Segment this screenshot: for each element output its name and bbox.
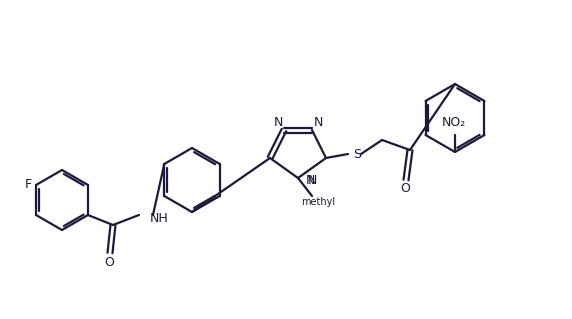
Text: N: N — [305, 174, 315, 188]
Text: F: F — [25, 179, 31, 191]
Text: O: O — [104, 256, 114, 269]
Text: NH: NH — [150, 211, 169, 225]
Text: methyl: methyl — [301, 197, 335, 207]
Text: O: O — [400, 182, 410, 196]
Text: S: S — [353, 147, 361, 160]
Text: N: N — [307, 174, 317, 187]
Text: NO₂: NO₂ — [442, 115, 466, 129]
Text: N: N — [313, 116, 323, 130]
Text: N: N — [273, 116, 283, 130]
